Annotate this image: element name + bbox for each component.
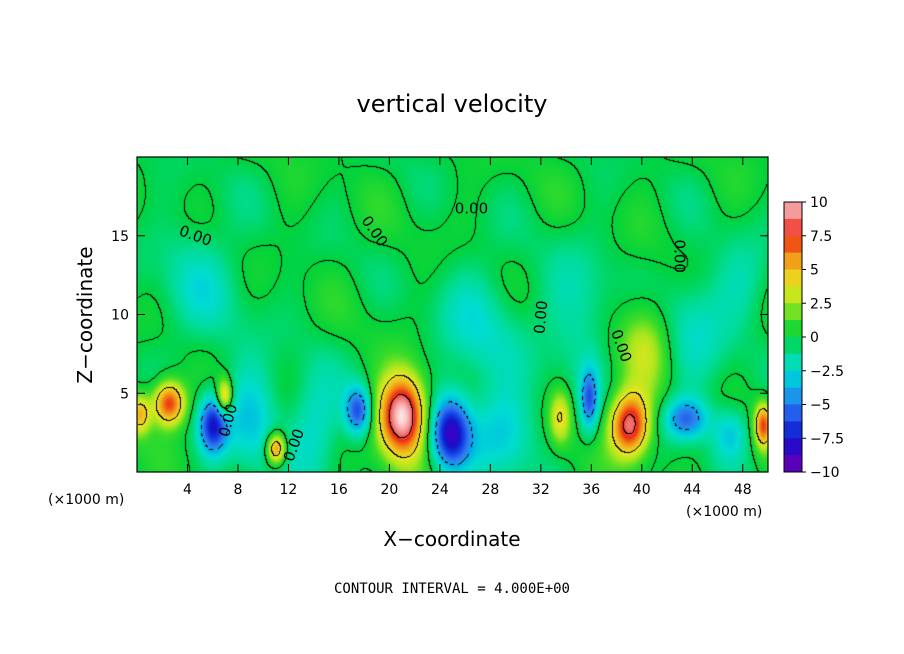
x-tick-label: 8 (233, 482, 242, 498)
heatmap-raster (137, 157, 768, 472)
colorbar-tick-label: 5 (810, 263, 819, 279)
colorbar-swatch (784, 353, 802, 372)
colorbar-tick-label: 7.5 (810, 229, 832, 245)
colorbar-tick-label: −10 (810, 465, 840, 481)
colorbar-swatch (784, 337, 802, 355)
colorbar-swatch (784, 370, 802, 389)
contour-label: 0.00 (530, 300, 551, 335)
colorbar-swatch (784, 286, 802, 304)
contour-interval-note: CONTOUR INTERVAL = 4.000E+00 (334, 581, 570, 597)
colorbar-swatch (784, 438, 802, 456)
x-tick-label: 24 (431, 482, 449, 498)
colorbar (783, 201, 803, 473)
chart-title: vertical velocity (357, 90, 548, 118)
y-axis-label: Z−coordinate (73, 246, 97, 383)
x-unit-right: (×1000 m) (686, 504, 762, 520)
colorbar-tick-label: 0 (810, 330, 819, 346)
colorbar-tick-label: −5 (810, 398, 831, 414)
colorbar-swatch (784, 235, 802, 254)
colorbar-swatch (784, 269, 802, 287)
y-axis-ticks: 5 10 15 (111, 229, 768, 402)
colorbar-swatch (784, 421, 802, 439)
colorbar-swatch (784, 387, 802, 405)
x-tick-label: 12 (280, 482, 298, 498)
x-tick-label: 16 (330, 482, 348, 498)
x-tick-label: 28 (481, 482, 499, 498)
colorbar-swatch (784, 404, 802, 422)
colorbar-swatch (784, 455, 802, 473)
x-tick-label: 36 (582, 482, 600, 498)
y-tick-label: 5 (120, 386, 129, 402)
colorbar-tick-label: 2.5 (810, 296, 832, 312)
x-tick-label: 40 (633, 482, 651, 498)
colorbar-tick-label: −2.5 (810, 364, 844, 380)
x-tick-label: 44 (683, 482, 701, 498)
colorbar-swatch (784, 202, 802, 220)
y-tick-label: 10 (111, 308, 129, 324)
colorbar-swatch (784, 303, 802, 321)
colorbar-swatch (784, 320, 802, 338)
x-tick-label: 20 (380, 482, 398, 498)
contour-label: 0.00 (455, 200, 488, 218)
colorbar-ticks: 10 7.5 5 2.5 0 −2.5 −5 −7.5 −10 (802, 195, 844, 481)
colorbar-swatch (784, 252, 802, 270)
x-tick-label: 32 (532, 482, 550, 498)
colorbar-tick-label: 10 (810, 195, 828, 211)
contour-label: 0.00 (671, 240, 689, 273)
colorbar-tick-label: −7.5 (810, 431, 844, 447)
x-tick-label: 48 (734, 482, 752, 498)
colorbar-swatch (784, 218, 802, 237)
x-axis-label: X−coordinate (383, 527, 520, 551)
x-tick-label: 4 (183, 482, 192, 498)
plot-area (137, 157, 768, 472)
x-unit-left: (×1000 m) (48, 492, 124, 508)
x-axis-ticks: 4 8 12 16 20 24 28 32 36 40 44 48 (183, 157, 752, 498)
y-tick-label: 15 (111, 229, 129, 245)
